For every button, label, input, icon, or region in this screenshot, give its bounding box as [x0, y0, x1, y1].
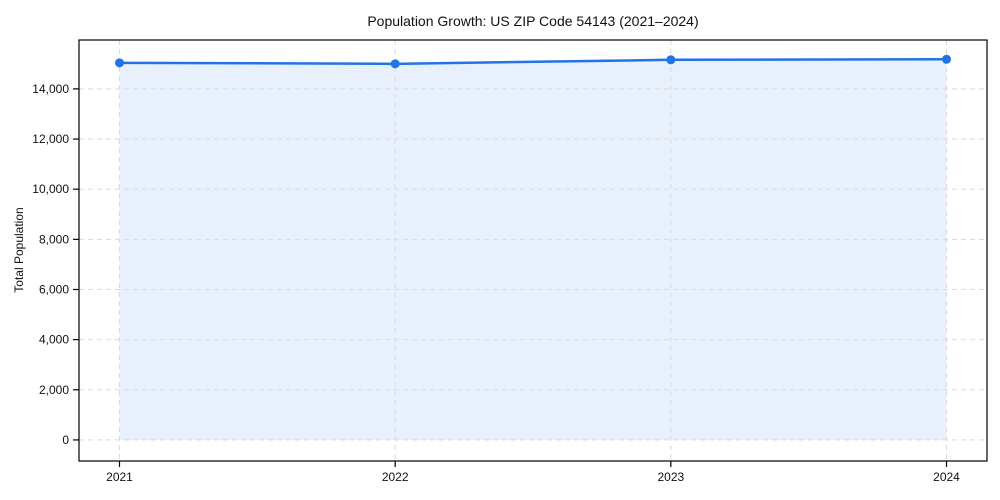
y-tick-label: 2,000 — [39, 383, 69, 397]
area-fill — [119, 59, 947, 440]
y-tick-label: 4,000 — [39, 333, 69, 347]
y-tick-label: 14,000 — [32, 82, 69, 96]
x-tick-label: 2023 — [657, 470, 684, 484]
data-point — [390, 59, 400, 69]
data-point — [942, 54, 951, 64]
y-tick-label: 10,000 — [32, 182, 69, 196]
x-tick-label: 2022 — [382, 470, 409, 484]
y-tick-label: 12,000 — [32, 132, 69, 146]
data-point — [666, 55, 676, 65]
data-line — [118, 58, 948, 66]
x-tick-label: 2021 — [106, 470, 133, 484]
y-tick-label: 8,000 — [39, 232, 69, 246]
y-tick-label: 0 — [62, 433, 69, 447]
plot-border — [78, 39, 988, 462]
x-tick-label: 2024 — [933, 470, 960, 484]
chart-title: Population Growth: US ZIP Code 54143 (20… — [367, 13, 699, 29]
y-tick-label: 6,000 — [39, 282, 69, 296]
data-point — [115, 58, 124, 68]
